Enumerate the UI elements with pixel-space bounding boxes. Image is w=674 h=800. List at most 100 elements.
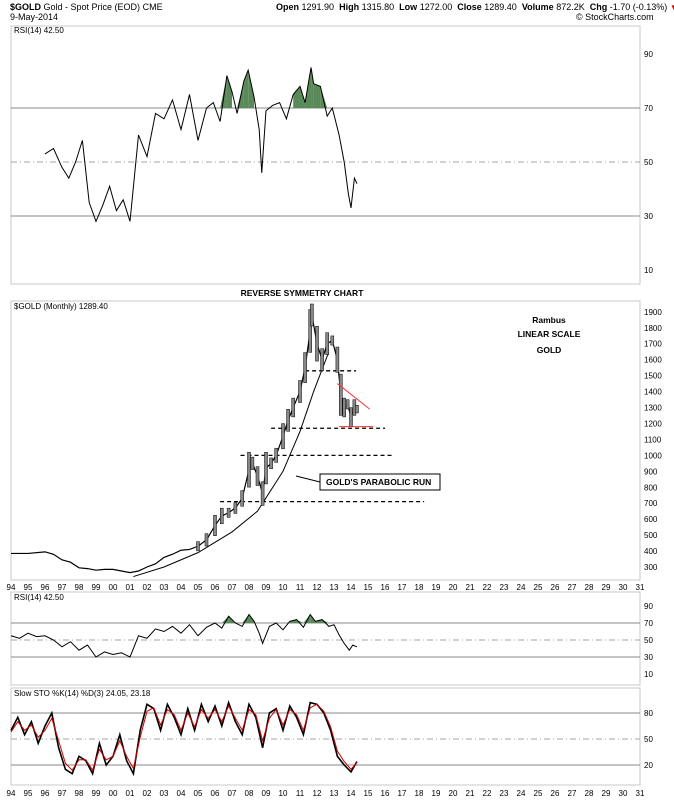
high-value: 1315.80 xyxy=(361,2,395,12)
price-bar xyxy=(264,452,268,485)
x-tick-label-bottom: 03 xyxy=(160,789,169,798)
price-tick-label: 1100 xyxy=(644,435,662,444)
annotation-linear-scale: LINEAR SCALE xyxy=(518,329,581,339)
x-tick-label-bottom: 00 xyxy=(109,789,118,798)
price-tick-label: 1000 xyxy=(644,451,662,460)
rsi-bottom-tick-label: 90 xyxy=(644,602,653,611)
rsi-top-tick-label: 50 xyxy=(644,158,653,167)
price-bar xyxy=(303,352,307,383)
rsi-bottom-overbought-fill xyxy=(221,616,229,623)
price-bar xyxy=(240,490,244,507)
rsi-top-overbought-fill xyxy=(293,86,300,108)
price-bar xyxy=(339,373,343,416)
x-tick-label: 25 xyxy=(534,583,543,592)
rsi-top-line xyxy=(44,67,358,223)
price-bar xyxy=(315,326,319,362)
x-tick-label-bottom: 17 xyxy=(398,789,407,798)
low-label: Low xyxy=(399,2,418,12)
x-tick-label: 03 xyxy=(160,583,169,592)
rsi-bottom-tick-label: 70 xyxy=(644,619,653,628)
x-tick-label: 00 xyxy=(109,583,118,592)
price-bar xyxy=(226,507,231,518)
price-bar xyxy=(213,515,217,536)
rsi-top-overbought-fill xyxy=(320,86,328,108)
x-tick-label-bottom: 10 xyxy=(279,789,288,798)
price-bar xyxy=(269,457,273,469)
price-tick-label: 700 xyxy=(644,499,658,508)
x-tick-label-bottom: 11 xyxy=(296,789,305,798)
stoch-tick-label: 50 xyxy=(644,735,653,744)
x-tick-label-bottom: 26 xyxy=(551,789,560,798)
price-bar xyxy=(320,348,324,371)
symbol-name: Gold - Spot Price (EOD) xyxy=(43,2,141,12)
rsi-bottom-overbought-fill xyxy=(322,619,329,623)
x-tick-label-bottom: 31 xyxy=(636,789,645,798)
x-tick-label: 24 xyxy=(517,583,526,592)
price-bar xyxy=(310,303,314,327)
x-tick-label: 08 xyxy=(245,583,254,592)
x-tick-label-bottom: 27 xyxy=(568,789,577,798)
x-tick-label: 07 xyxy=(228,583,237,592)
price-tick-label: 1300 xyxy=(644,404,662,413)
price-tick-label: 800 xyxy=(644,483,658,492)
x-tick-label: 21 xyxy=(466,583,475,592)
price-bar xyxy=(325,332,329,355)
price-bar xyxy=(349,407,353,427)
rsi-top-tick-label: 70 xyxy=(644,104,653,113)
rsi-bottom-overbought-fill xyxy=(303,614,311,623)
x-tick-label-bottom: 15 xyxy=(364,789,373,798)
x-tick-label: 30 xyxy=(619,583,628,592)
x-tick-label-bottom: 29 xyxy=(602,789,611,798)
x-tick-label-bottom: 04 xyxy=(177,789,186,798)
x-tick-label: 01 xyxy=(126,583,135,592)
x-tick-label: 04 xyxy=(177,583,186,592)
x-tick-label: 98 xyxy=(75,583,84,592)
high-label: High xyxy=(339,2,360,12)
x-tick-label-bottom: 98 xyxy=(75,789,84,798)
volume-value: 872.2K xyxy=(556,2,585,12)
x-tick-label: 12 xyxy=(313,583,322,592)
price-bar xyxy=(260,481,265,506)
x-tick-label: 20 xyxy=(449,583,458,592)
price-bar xyxy=(345,399,350,410)
price-bar xyxy=(286,409,290,432)
volume-label: Volume xyxy=(521,2,554,12)
x-tick-label-bottom: 20 xyxy=(449,789,458,798)
x-tick-label: 28 xyxy=(585,583,594,592)
annotation-gold: GOLD xyxy=(537,345,562,355)
price-bar xyxy=(335,346,340,373)
x-tick-label-bottom: 94 xyxy=(7,789,16,798)
down-arrow-icon: ▼ xyxy=(669,3,674,12)
x-tick-label-bottom: 21 xyxy=(466,789,475,798)
x-tick-label: 18 xyxy=(415,583,424,592)
x-tick-label: 95 xyxy=(24,583,33,592)
price-tick-label: 1800 xyxy=(644,324,662,333)
x-tick-label: 17 xyxy=(398,583,407,592)
price-bar xyxy=(250,456,255,470)
rsi-top-tick-label: 90 xyxy=(644,50,653,59)
x-tick-label-bottom: 06 xyxy=(211,789,220,798)
price-tick-label: 1400 xyxy=(644,388,662,397)
rsi-top-overbought-fill xyxy=(248,70,255,108)
price-bar xyxy=(247,452,251,488)
exchange: CME xyxy=(142,2,163,12)
header-symbol: $GOLD Gold - Spot Price (EOD) CME xyxy=(10,2,163,13)
price-line xyxy=(11,314,358,574)
price-bar xyxy=(298,380,302,403)
x-tick-label: 23 xyxy=(500,583,509,592)
close-value: 1289.40 xyxy=(484,2,517,12)
rsi-bottom-line xyxy=(10,613,358,658)
price-tick-label: 1900 xyxy=(644,308,662,317)
x-tick-label: 26 xyxy=(551,583,560,592)
x-tick-label-bottom: 09 xyxy=(262,789,271,798)
price-tick-label: 1500 xyxy=(644,372,662,381)
rsi-top-overbought-fill xyxy=(311,67,314,108)
price-bar xyxy=(196,541,200,552)
x-tick-label-bottom: 28 xyxy=(585,789,594,798)
header-ohlc: Open 1291.90 High 1315.80 Low 1272.00 Cl… xyxy=(276,2,674,13)
price-legend: $GOLD (Monthly) 1289.40 xyxy=(14,302,108,311)
x-tick-label: 22 xyxy=(483,583,492,592)
x-tick-label-bottom: 01 xyxy=(126,789,135,798)
x-tick-label-bottom: 96 xyxy=(41,789,50,798)
stoch-d-line xyxy=(10,703,358,772)
